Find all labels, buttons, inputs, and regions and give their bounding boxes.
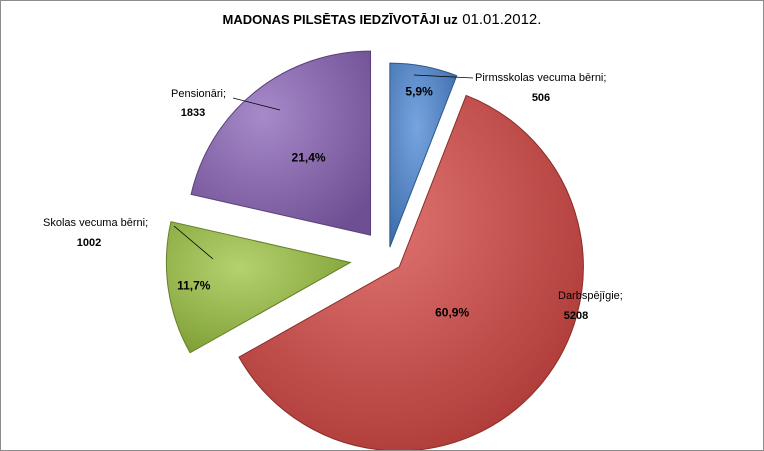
pie-percent-pensioners: 21,4%	[292, 150, 326, 164]
leader-line-school-age	[173, 225, 214, 260]
category-label-working-age: Darbspējīgie;	[558, 290, 623, 302]
pie-percent-preschool: 5,9%	[405, 85, 433, 99]
pie-slice-preschool	[389, 62, 458, 248]
value-label-preschool: 506	[532, 92, 550, 104]
chart-title-main: MADONAS PILSĒTAS IEDZĪVOTĀJI uz	[222, 12, 458, 27]
pie-slice-school-age	[165, 221, 352, 354]
category-label-preschool: Pirmsskolas vecuma bērni;	[475, 72, 606, 84]
pie-slice-working-age	[238, 94, 584, 450]
pie-percent-working-age: 60,9%	[435, 306, 469, 320]
value-label-school-age: 1002	[77, 237, 101, 249]
leader-line-preschool	[413, 74, 474, 79]
chart-title-date: 01.01.2012.	[462, 11, 542, 28]
value-label-pensioners: 1833	[181, 107, 205, 119]
leader-line-pensioners	[232, 97, 281, 111]
pie-slice-pensioners	[190, 50, 372, 236]
category-label-school-age: Skolas vecuma bērni;	[43, 217, 148, 229]
chart-title: MADONAS PILSĒTAS IEDZĪVOTĀJI uz 01.01.20…	[1, 11, 763, 29]
category-label-pensioners: Pensionāri;	[171, 88, 226, 100]
pie-percent-school-age: 11,7%	[177, 278, 211, 292]
value-label-working-age: 5208	[564, 310, 588, 322]
